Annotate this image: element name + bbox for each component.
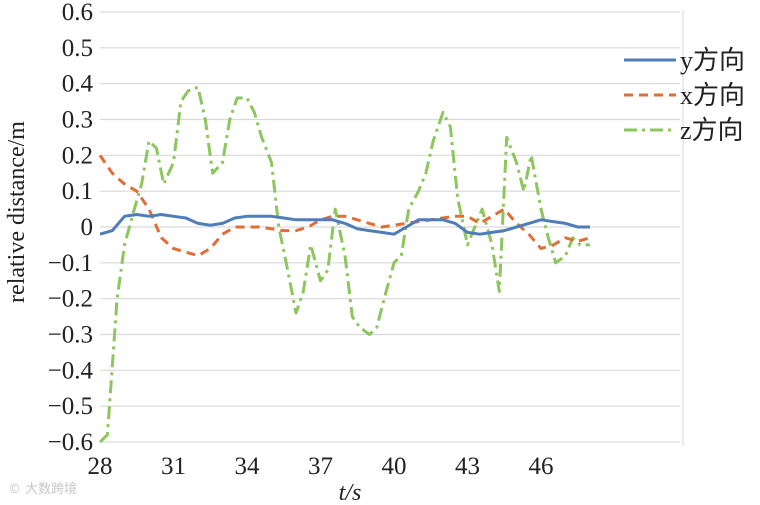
x-tick-label: 40 xyxy=(382,453,407,480)
y-tick-label: −0.6 xyxy=(48,429,93,456)
legend: y方向 x方向 z方向 xyxy=(624,46,745,145)
y-tick-label: 0.2 xyxy=(62,142,93,169)
series-line-0 xyxy=(99,213,590,236)
y-tick-label: −0.2 xyxy=(48,286,93,313)
x-tick-label: 28 xyxy=(88,453,113,480)
series-line-2 xyxy=(98,85,590,444)
y-tick-label: 0.3 xyxy=(62,107,93,134)
y-tick-label: −0.4 xyxy=(48,357,94,384)
x-tick-label: 31 xyxy=(161,453,186,480)
legend-label: x方向 xyxy=(680,81,745,110)
y-tick-label: 0.1 xyxy=(62,178,93,205)
y-tick-label: −0.1 xyxy=(48,250,93,277)
watermark: © 大数跨境 xyxy=(8,482,78,497)
x-tick-label: 46 xyxy=(529,453,554,480)
y-tick-label: 0.4 xyxy=(62,71,94,98)
y-axis-title: relative distance/m xyxy=(4,121,30,303)
series-line-1 xyxy=(98,154,591,258)
y-tick-label: 0.5 xyxy=(62,35,93,62)
y-tick-label: 0 xyxy=(81,214,94,241)
y-tick-label: 0.6 xyxy=(62,0,93,26)
legend-label: z方向 xyxy=(680,116,744,145)
x-axis-ticks: 28 31 34 37 40 43 46 xyxy=(88,453,554,480)
y-tick-label: −0.5 xyxy=(48,393,93,420)
x-tick-label: 43 xyxy=(455,453,480,480)
gridlines xyxy=(100,11,680,443)
legend-label: y方向 xyxy=(680,46,745,75)
series-layer xyxy=(98,85,591,444)
x-axis-title: t/s xyxy=(339,480,362,505)
y-tick-label: −0.3 xyxy=(48,322,93,349)
x-tick-label: 37 xyxy=(308,453,333,480)
x-tick-label: 34 xyxy=(235,453,261,480)
y-axis-ticks: 0.6 0.5 0.4 0.3 0.2 0.1 0 −0.1 −0.2 −0.3 −0.4 −0.5 −… xyxy=(48,0,94,456)
